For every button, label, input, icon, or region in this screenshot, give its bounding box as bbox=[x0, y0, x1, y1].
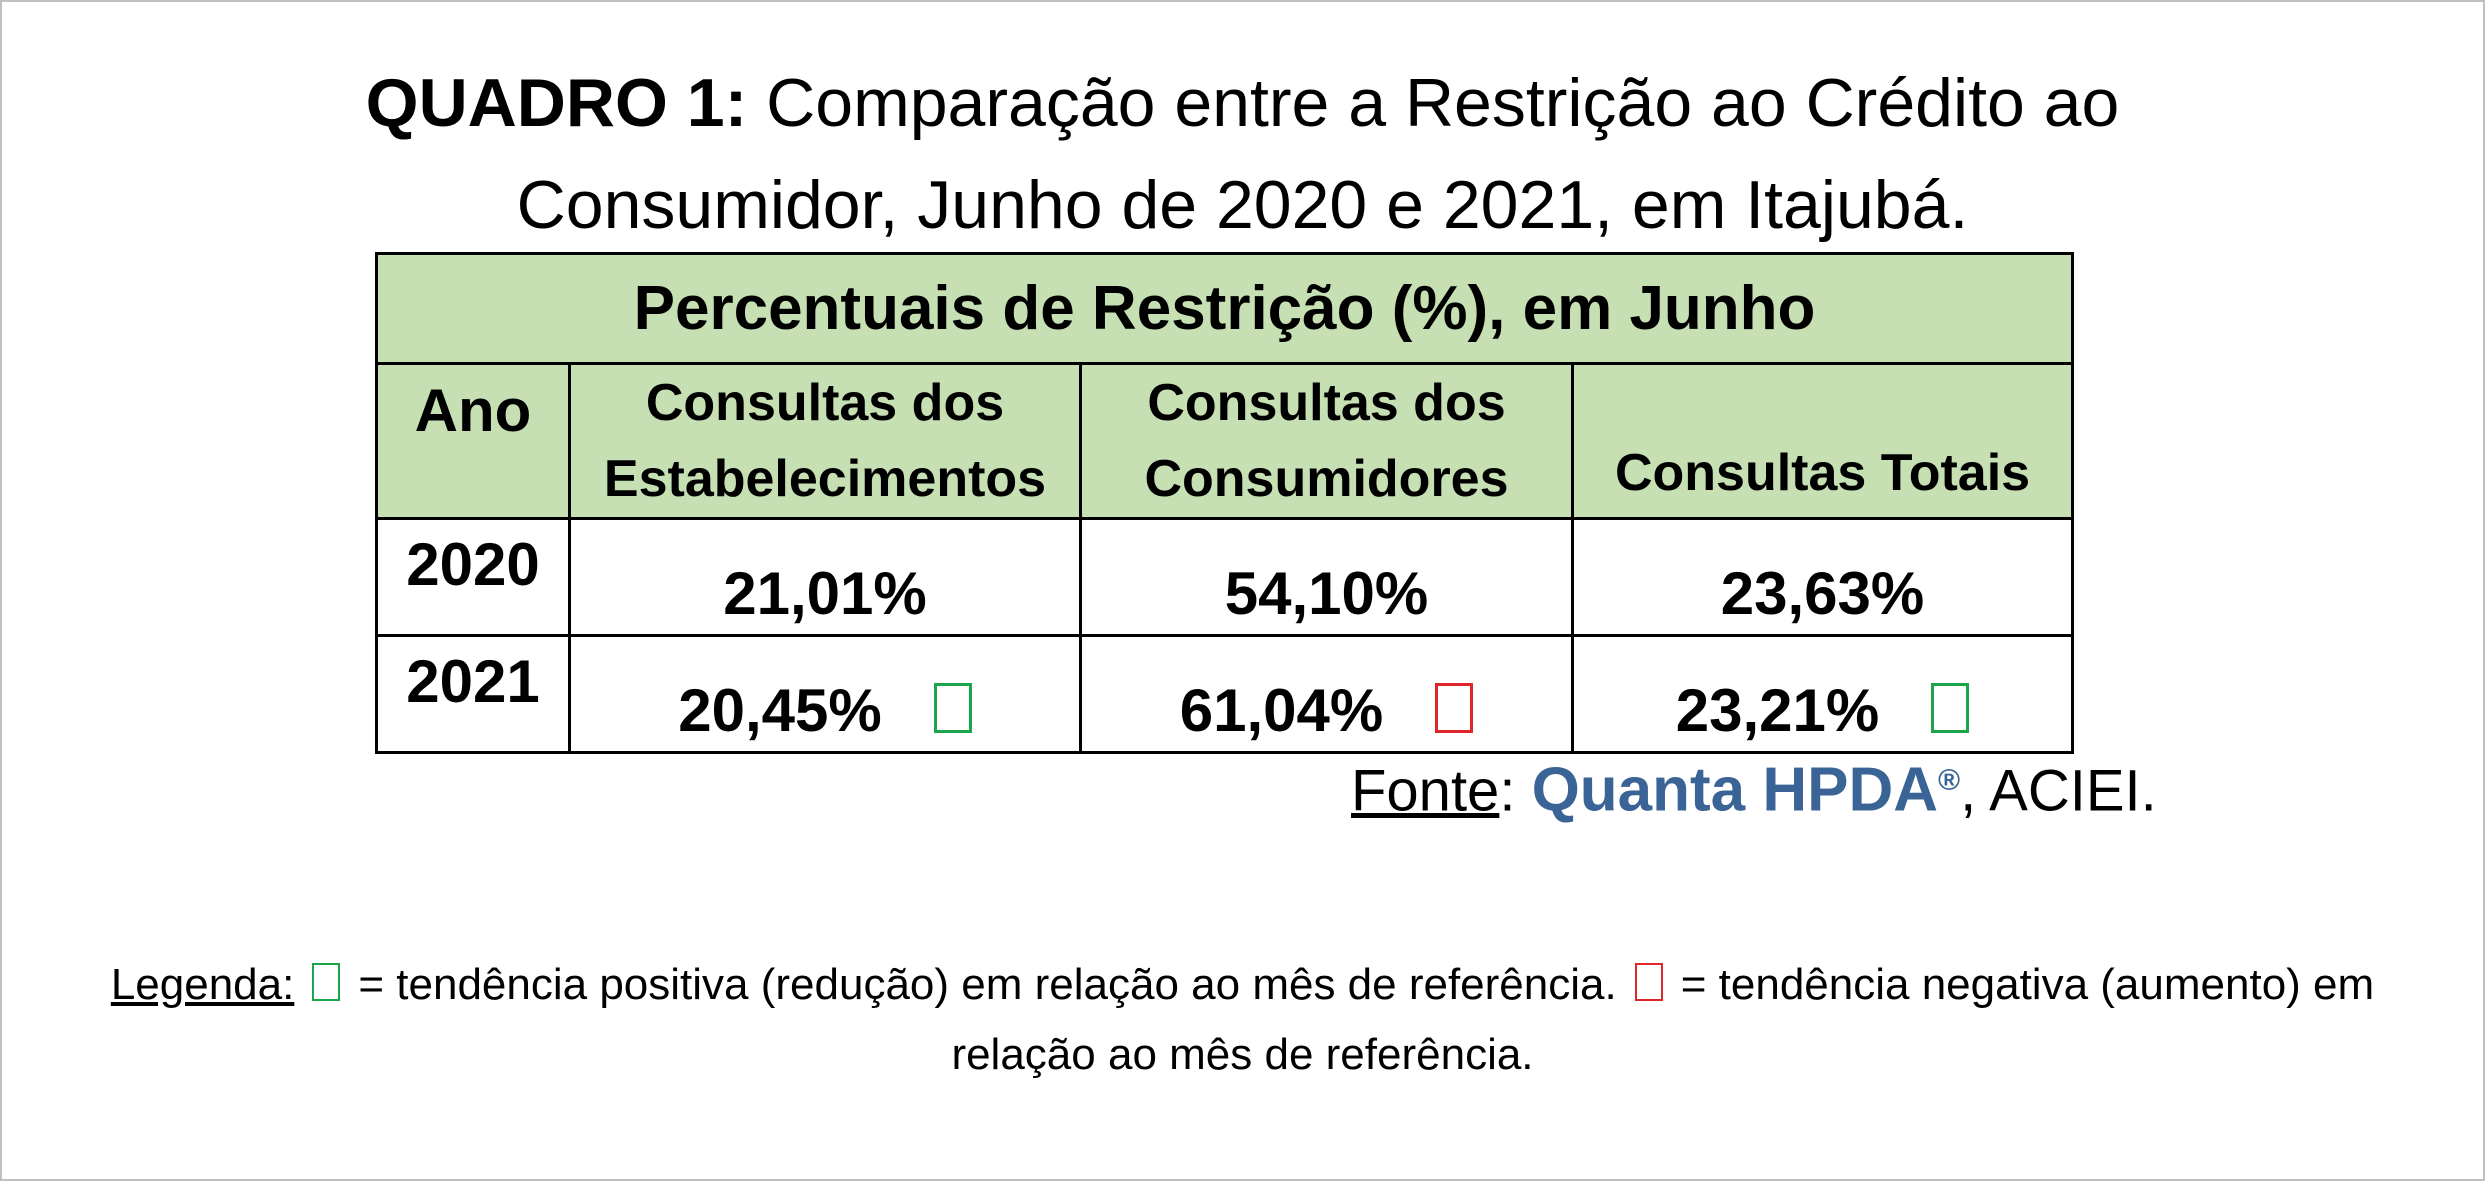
table-main-header: Percentuais de Restrição (%), em Junho bbox=[374, 252, 2075, 365]
legend-line2: relação ao mês de referência. bbox=[951, 1030, 1534, 1079]
row-cons-value: 61,04% bbox=[1079, 634, 1574, 754]
registered-mark: ® bbox=[1938, 764, 1961, 797]
col-header-cons-line2: Consumidores bbox=[1144, 450, 1509, 508]
row-estab-value: 21,01% bbox=[568, 517, 1082, 637]
value-text: 54,10% bbox=[1224, 560, 1429, 627]
legend-positive: = tendência positiva (redução) em relaçã… bbox=[358, 960, 1617, 1009]
table-row: 2020 21,01% 54,10% 23,63% bbox=[375, 517, 2075, 637]
row-year: 2020 bbox=[375, 517, 571, 637]
value-text: 21,01% bbox=[723, 560, 927, 627]
green-square-icon bbox=[933, 683, 972, 733]
legend-label: Legenda: bbox=[110, 960, 295, 1009]
column-header-row: Ano Consultas dos Estabelecimentos Consu… bbox=[375, 362, 2075, 520]
title-line1: Comparação entre a Restrição ao Crédito … bbox=[747, 65, 2120, 141]
green-square-icon bbox=[312, 963, 341, 1001]
value-text: 61,04% bbox=[1179, 677, 1384, 744]
restriction-table: Percentuais de Restrição (%), em Junho A… bbox=[374, 252, 2075, 754]
legend-negative: = tendência negativa (aumento) em bbox=[1680, 960, 2375, 1009]
source-rest: , ACIEI. bbox=[1960, 758, 2157, 824]
col-header-consumidores: Consultas dos Consumidores bbox=[1079, 362, 1574, 520]
red-square-icon bbox=[1435, 683, 1474, 733]
row-total-value: 23,21% bbox=[1570, 634, 2075, 754]
table-row: 2021 20,45% 61,04% 23,21% bbox=[375, 634, 2075, 754]
value-text: 23,21% bbox=[1675, 677, 1880, 744]
row-estab-value: 20,45% bbox=[568, 634, 1082, 754]
row-total-value: 23,63% bbox=[1570, 517, 2075, 637]
page-title: QUADRO 1: Comparação entre a Restrição a… bbox=[0, 52, 2485, 256]
legend: Legenda: = tendência positiva (redução) e… bbox=[0, 950, 2485, 1090]
col-header-cons-line1: Consultas dos bbox=[1147, 374, 1506, 432]
col-header-estab-line1: Consultas dos bbox=[645, 374, 1005, 432]
source-brand: Quanta HPDA bbox=[1531, 755, 1939, 825]
source-sep: : bbox=[1499, 758, 1532, 824]
title-line2: Consumidor, Junho de 2020 e 2021, em Ita… bbox=[516, 167, 1969, 243]
row-cons-value: 54,10% bbox=[1079, 517, 1574, 637]
green-square-icon bbox=[1931, 683, 1970, 733]
col-header-totais: Consultas Totais bbox=[1570, 362, 2075, 520]
col-header-ano: Ano bbox=[375, 362, 571, 520]
col-header-estab-line2: Estabelecimentos bbox=[603, 450, 1047, 508]
row-year: 2021 bbox=[375, 634, 571, 754]
source-label: Fonte bbox=[1351, 758, 1500, 824]
value-text: 20,45% bbox=[678, 677, 882, 744]
title-bold: QUADRO 1: bbox=[365, 65, 748, 141]
source-line: Fonte: Quanta HPDA®, ACIEI. bbox=[1351, 746, 2157, 826]
col-header-estabelecimentos: Consultas dos Estabelecimentos bbox=[568, 362, 1082, 520]
red-square-icon bbox=[1634, 963, 1663, 1001]
value-text: 23,63% bbox=[1720, 560, 1925, 627]
